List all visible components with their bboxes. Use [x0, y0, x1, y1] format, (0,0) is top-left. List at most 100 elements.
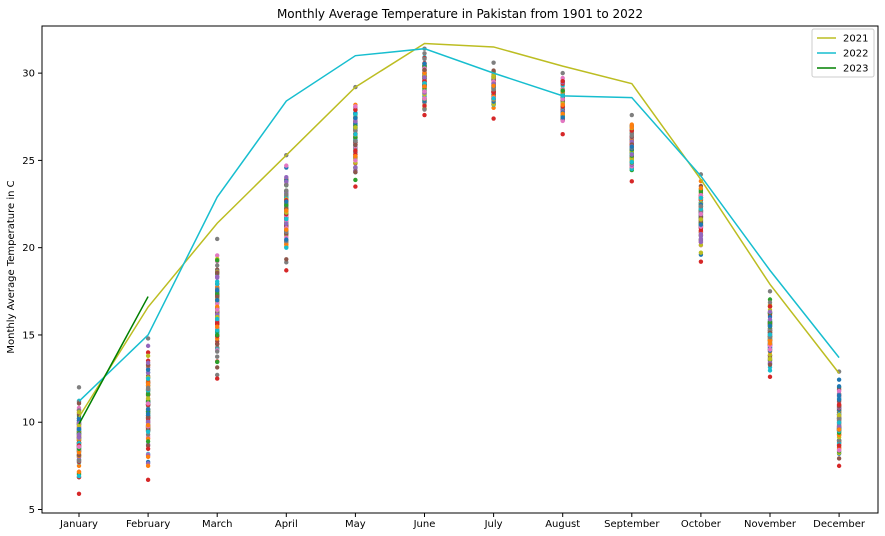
scatter-point [491, 68, 496, 73]
scatter-point [698, 222, 704, 227]
scatter-point [353, 115, 358, 121]
scatter-point [145, 439, 151, 444]
scatter-point [767, 341, 773, 346]
scatter-point [76, 423, 82, 428]
scatter-point [145, 446, 151, 451]
x-tick-label: March [202, 519, 232, 530]
scatter-point [560, 96, 565, 102]
scatter-point [284, 268, 289, 273]
legend-label: 2023 [843, 64, 868, 75]
scatter-point [145, 336, 151, 341]
scatter-point [629, 179, 634, 184]
y-tick-label: 10 [22, 418, 35, 429]
scatter-point [76, 463, 82, 469]
scatter-point [629, 159, 634, 165]
scatter-point [145, 423, 151, 428]
scatter-point [215, 328, 220, 333]
scatter-point [76, 444, 82, 449]
scatter-point [284, 227, 289, 232]
scatter-point [145, 343, 151, 349]
scatter-point [836, 397, 842, 402]
scatter-point [76, 432, 82, 437]
scatter-point [353, 104, 358, 109]
scatter-point [215, 320, 220, 325]
scatter-point [353, 148, 358, 153]
scatter-point [284, 179, 289, 185]
y-axis-ticks: 5 10 15 20 25 30 [22, 69, 42, 516]
scatter-point [215, 288, 220, 293]
scatter-point [284, 202, 289, 208]
scatter-point [76, 458, 82, 464]
scatter-point [491, 83, 496, 89]
scatter-point [491, 90, 496, 95]
scatter-point [145, 350, 151, 355]
scatter-point [145, 396, 151, 401]
scatter-point [145, 367, 151, 372]
scatter-point [767, 332, 773, 337]
scatter-point [629, 133, 634, 138]
scatter-point [767, 374, 773, 380]
scatter-point [836, 377, 842, 382]
scatter-point [422, 67, 427, 73]
scatter-point [145, 443, 151, 448]
scatter-point [422, 107, 427, 112]
scatter-point [353, 119, 358, 124]
scatter-point [698, 239, 704, 245]
x-tick-label: November [744, 519, 797, 530]
scatter-point [836, 384, 842, 389]
scatter-point [353, 184, 358, 189]
scatter-point [353, 125, 358, 130]
x-axis-ticks: January February March April May June July Augu… [59, 513, 866, 530]
scatter-point [560, 118, 565, 124]
scatter-point [836, 420, 842, 425]
scatter-point [145, 419, 151, 425]
scatter-point [422, 81, 427, 86]
scatter-point [422, 96, 427, 101]
scatter-point [767, 323, 773, 329]
scatter-point [284, 174, 289, 180]
scatter-point [491, 73, 496, 78]
scatter-point [215, 354, 220, 359]
scatter-point [629, 112, 634, 118]
x-tick-label: October [681, 519, 722, 530]
scatter-point [698, 195, 704, 201]
scatter-point [284, 188, 289, 193]
x-tick-label: April [275, 519, 298, 530]
scatter-point [284, 216, 289, 222]
scatter-point [215, 304, 220, 309]
scatter-point [145, 360, 151, 365]
series-line-2023 [78, 296, 149, 425]
scatter-point [284, 163, 289, 168]
scatter-point [215, 253, 220, 258]
x-tick-label: January [59, 519, 98, 530]
scatter-point [353, 128, 358, 133]
scatter-point [629, 125, 634, 130]
scatter-point [145, 429, 151, 434]
scatter-point [215, 359, 220, 365]
scatter-point [215, 270, 220, 275]
scatter-point [145, 386, 151, 392]
scatter-point [698, 250, 704, 255]
scatter-point [353, 142, 358, 148]
scatter-point [698, 204, 704, 209]
scatter-point [215, 342, 220, 347]
scatter-point [353, 177, 358, 183]
scatter-point [215, 258, 220, 263]
scatter-point [491, 116, 496, 121]
y-tick-label: 25 [22, 156, 35, 167]
scatter-point [353, 169, 358, 175]
scatter-point [767, 317, 773, 322]
scatter-point [836, 427, 842, 432]
scatter-point [353, 132, 358, 137]
scatter-point [767, 356, 773, 362]
scatter-point [422, 103, 427, 109]
x-tick-label: February [126, 519, 170, 530]
series-lines [78, 42, 840, 425]
x-tick-label: May [345, 519, 366, 530]
scatter-point [836, 393, 842, 398]
series-line-2022 [78, 47, 840, 402]
scatter-point [491, 87, 496, 92]
scatter-point [767, 362, 773, 367]
scatter-point [353, 165, 358, 170]
scatter-point [145, 392, 151, 397]
